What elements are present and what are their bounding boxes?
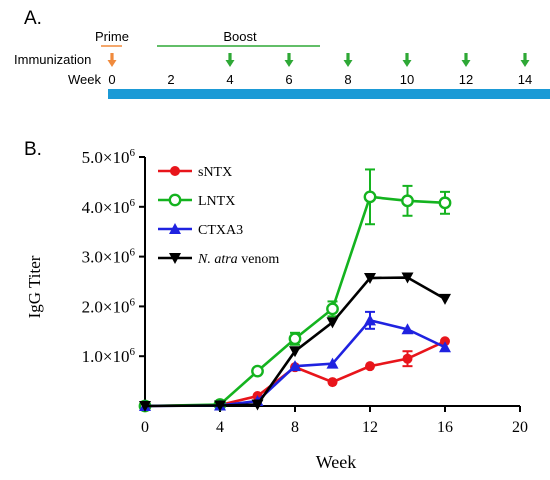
week-tick-label: 10 bbox=[400, 72, 414, 87]
legend-label: sNTX bbox=[198, 165, 232, 180]
immunization-arrows bbox=[107, 53, 530, 67]
y-tick-label: 5.0×106 bbox=[82, 147, 136, 167]
boost-arrow-icon bbox=[520, 53, 530, 67]
panel-b-chart: B. IgG Titer Week 1.0×106 2.0×106 3.0×106 4… bbox=[24, 139, 528, 472]
legend-marker bbox=[169, 223, 181, 234]
y-tick-label: 1.0×106 bbox=[82, 346, 136, 366]
legend-entry: N. atra venom bbox=[158, 252, 279, 267]
y-tick-label: 2.0×106 bbox=[82, 296, 136, 316]
week-tick-label: 0 bbox=[108, 72, 115, 87]
series-lntx bbox=[138, 168, 452, 413]
data-point bbox=[364, 273, 376, 285]
legend-label: CTXA3 bbox=[198, 223, 243, 238]
week-tick-label: 2 bbox=[167, 72, 174, 87]
data-point bbox=[326, 357, 339, 369]
data-point bbox=[401, 272, 414, 284]
series-line bbox=[144, 276, 446, 408]
data-point bbox=[288, 332, 302, 346]
legend-label: LNTX bbox=[198, 194, 235, 209]
data-point bbox=[439, 293, 451, 305]
data-point bbox=[401, 323, 414, 335]
chart-axes: 1.0×106 2.0×106 3.0×106 4.0×106 5.0×106 0 4 8 12… bbox=[82, 147, 528, 436]
week-tick-labels: 0246810121416 bbox=[108, 72, 532, 87]
legend-entry: CTXA3 bbox=[158, 223, 243, 238]
data-point bbox=[438, 196, 452, 210]
plot-area bbox=[138, 168, 452, 413]
legend-entry: sNTX bbox=[158, 165, 232, 180]
data-point bbox=[327, 377, 338, 388]
y-tick-label: 4.0×106 bbox=[82, 197, 136, 217]
week-tick-label: 14 bbox=[518, 72, 532, 87]
boost-arrow-icon bbox=[402, 53, 412, 67]
x-tick-label: 20 bbox=[512, 419, 528, 436]
immunization-label: Immunization bbox=[14, 52, 91, 67]
x-tick-label: 4 bbox=[216, 419, 224, 436]
data-point bbox=[289, 360, 301, 372]
data-point bbox=[251, 364, 264, 378]
data-point bbox=[363, 190, 377, 204]
data-point bbox=[365, 361, 375, 372]
x-tick-label: 8 bbox=[291, 419, 299, 436]
data-point bbox=[251, 399, 264, 411]
panel-b-label: B. bbox=[24, 139, 42, 160]
panel-a-timeline: A. Prime Boost Immunization Week 0 2 4 6 8 10… bbox=[14, 8, 550, 99]
data-point bbox=[402, 353, 413, 364]
legend-entry: LNTX bbox=[158, 193, 235, 209]
x-tick-label: 16 bbox=[437, 419, 453, 436]
week-tick-label: 4 bbox=[226, 72, 233, 87]
legend-label: N. atra venom bbox=[197, 252, 279, 267]
week-tick-label: 12 bbox=[459, 72, 473, 87]
x-tick-label: 0 bbox=[141, 419, 149, 436]
week-tick-label: 8 bbox=[344, 72, 351, 87]
data-point bbox=[139, 401, 151, 412]
data-point bbox=[401, 194, 414, 208]
boost-label: Boost bbox=[223, 29, 257, 44]
boost-arrow-icon bbox=[343, 53, 353, 67]
data-point bbox=[364, 314, 376, 326]
legend-marker bbox=[168, 193, 182, 207]
data-point bbox=[326, 302, 339, 316]
prime-arrow-icon bbox=[107, 53, 117, 67]
week-tick-label: 6 bbox=[285, 72, 292, 87]
boost-arrow-icon bbox=[284, 53, 294, 67]
x-tick-label: 12 bbox=[362, 419, 378, 436]
legend-marker bbox=[170, 166, 180, 176]
legend: sNTX LNTX CTXA3 N. atra venom bbox=[158, 165, 279, 267]
x-axis-title: Week bbox=[316, 452, 357, 472]
boost-arrow-icon bbox=[461, 53, 471, 67]
data-point bbox=[439, 341, 451, 353]
timeline-arrow bbox=[108, 89, 550, 99]
legend-marker bbox=[169, 253, 181, 264]
panel-a-label: A. bbox=[24, 8, 42, 29]
boost-arrow-icon bbox=[225, 53, 235, 67]
week-label: Week bbox=[68, 72, 101, 87]
series-venom bbox=[139, 272, 451, 412]
data-point bbox=[289, 346, 301, 358]
prime-label: Prime bbox=[95, 29, 129, 44]
data-point bbox=[214, 400, 226, 412]
y-tick-label: 3.0×106 bbox=[82, 247, 136, 267]
data-point bbox=[326, 317, 339, 329]
y-axis-title: IgG Titer bbox=[25, 255, 44, 318]
